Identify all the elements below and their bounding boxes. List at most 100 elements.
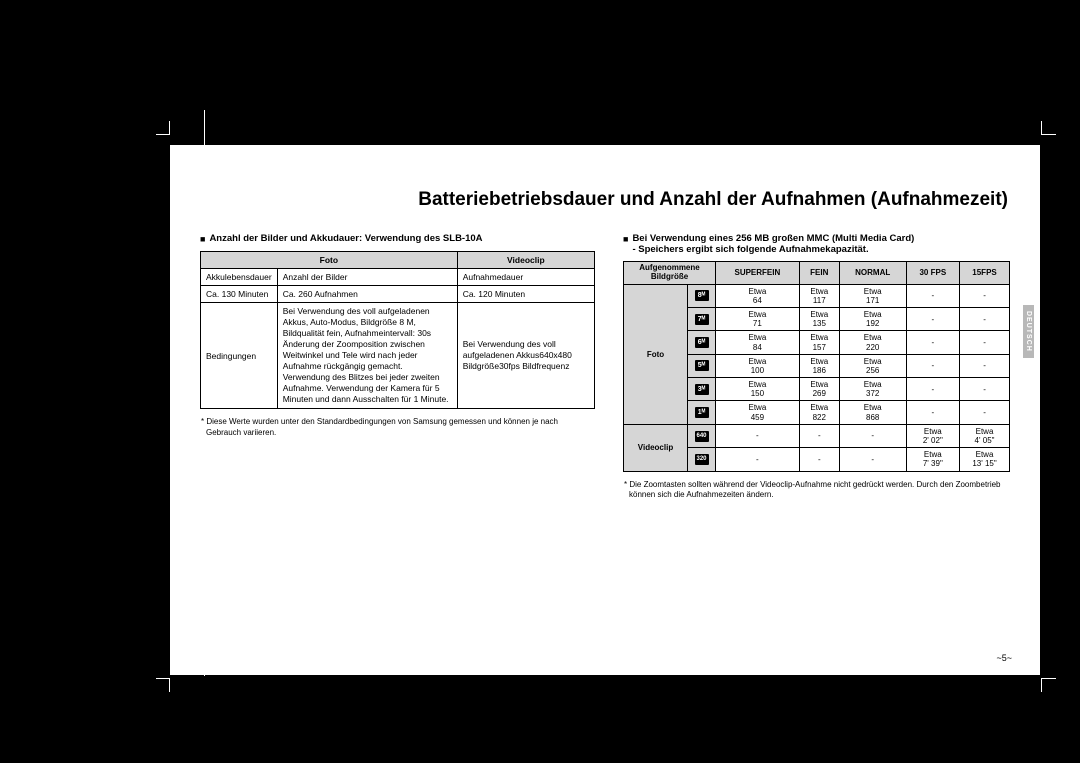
right-column: ■ Bei Verwendung eines 256 MB großen MMC… xyxy=(623,233,1010,500)
cell: Etwa 135 xyxy=(799,307,839,330)
right-footnote: * Die Zoomtasten sollten während der Vid… xyxy=(623,480,1010,501)
left-column: ■ Anzahl der Bilder und Akkudauer: Verwe… xyxy=(200,233,595,500)
bullet-icon: ■ xyxy=(200,233,205,245)
cell: Etwa 171 xyxy=(839,284,906,307)
rowgroup-label: Videoclip xyxy=(624,424,688,471)
manual-page: DEUTSCH Batteriebetriebsdauer und Anzahl… xyxy=(170,145,1040,675)
left-subheading: ■ Anzahl der Bilder und Akkudauer: Verwe… xyxy=(200,233,595,245)
page-number: ~5~ xyxy=(996,653,1012,663)
cell: Etwa 372 xyxy=(839,378,906,401)
size-icon: 3ᴹ xyxy=(695,384,709,395)
capacity-table: Aufgenommene Bildgröße SUPERFEIN FEIN NO… xyxy=(623,261,1010,472)
table-row: Foto8ᴹEtwa 64Etwa 117Etwa 171-- xyxy=(624,284,1010,307)
cell: - xyxy=(716,424,800,447)
cell: - xyxy=(906,401,959,424)
size-icon-cell: 320 xyxy=(688,448,716,471)
page-title: Batteriebetriebsdauer und Anzahl der Auf… xyxy=(200,189,1010,211)
cell: Aufnahmedauer xyxy=(457,269,594,286)
cell: Etwa 220 xyxy=(839,331,906,354)
cell: Etwa 4' 05" xyxy=(960,424,1010,447)
size-icon: 7ᴹ xyxy=(695,314,709,325)
cell: - xyxy=(960,284,1010,307)
header-videoclip: Videoclip xyxy=(457,252,594,269)
cropmark xyxy=(1042,678,1056,679)
cell: - xyxy=(960,307,1010,330)
header-foto: Foto xyxy=(201,252,458,269)
cell: - xyxy=(799,424,839,447)
cell: - xyxy=(799,448,839,471)
cell: Ca. 130 Minuten xyxy=(201,286,278,303)
left-subheading-text: Anzahl der Bilder und Akkudauer: Verwend… xyxy=(209,233,482,244)
cell: Ca. 260 Aufnahmen xyxy=(277,286,457,303)
table-row: Akkulebensdauer Anzahl der Bilder Aufnah… xyxy=(201,269,595,286)
cell: - xyxy=(906,378,959,401)
col-header: 15FPS xyxy=(960,262,1010,285)
language-tab: DEUTSCH xyxy=(1023,305,1034,358)
col-header: NORMAL xyxy=(839,262,906,285)
cell: - xyxy=(906,284,959,307)
cell: Etwa 2' 02" xyxy=(906,424,959,447)
cropmark xyxy=(1041,121,1042,135)
right-subheading-text: Bei Verwendung eines 256 MB großen MMC (… xyxy=(632,233,914,255)
cropmark xyxy=(169,678,170,692)
cell: Akkulebensdauer xyxy=(201,269,278,286)
left-footnote: * Diese Werte wurden unter den Standardb… xyxy=(200,417,595,438)
cell: Anzahl der Bilder xyxy=(277,269,457,286)
cell: Etwa 868 xyxy=(839,401,906,424)
cell: Etwa 64 xyxy=(716,284,800,307)
col-header: FEIN xyxy=(799,262,839,285)
cell: - xyxy=(960,331,1010,354)
cell: Etwa 150 xyxy=(716,378,800,401)
size-icon: 6ᴹ xyxy=(695,337,709,348)
cropmark xyxy=(169,121,170,135)
cell: - xyxy=(839,448,906,471)
table-row: Foto Videoclip xyxy=(201,252,595,269)
cell: Etwa 7' 39" xyxy=(906,448,959,471)
size-icon: 8ᴹ xyxy=(695,290,709,301)
size-icon: 1ᴹ xyxy=(695,407,709,418)
conditions-foto: Bei Verwendung des voll aufgeladenen Akk… xyxy=(277,303,457,409)
rowgroup-label: Foto xyxy=(624,284,688,424)
cell: Etwa 822 xyxy=(799,401,839,424)
cell: Etwa 256 xyxy=(839,354,906,377)
cell: - xyxy=(906,307,959,330)
bullet-icon: ■ xyxy=(623,233,628,245)
cell: Etwa 192 xyxy=(839,307,906,330)
heading-line1: Bei Verwendung eines 256 MB großen MMC (… xyxy=(632,233,914,244)
right-subheading: ■ Bei Verwendung eines 256 MB großen MMC… xyxy=(623,233,1010,255)
table-row: Videoclip640---Etwa 2' 02"Etwa 4' 05" xyxy=(624,424,1010,447)
cropmark xyxy=(1042,134,1056,135)
table-row: Ca. 130 Minuten Ca. 260 Aufnahmen Ca. 12… xyxy=(201,286,595,303)
size-icon-cell: 5ᴹ xyxy=(688,354,716,377)
size-icon-cell: 1ᴹ xyxy=(688,401,716,424)
cell: Etwa 100 xyxy=(716,354,800,377)
size-icon-cell: 6ᴹ xyxy=(688,331,716,354)
cell: Etwa 269 xyxy=(799,378,839,401)
cell: Etwa 186 xyxy=(799,354,839,377)
cell: - xyxy=(839,424,906,447)
cell: - xyxy=(960,354,1010,377)
cell: Etwa 71 xyxy=(716,307,800,330)
battery-table: Foto Videoclip Akkulebensdauer Anzahl de… xyxy=(200,251,595,409)
col-header: SUPERFEIN xyxy=(716,262,800,285)
size-icon-cell: 7ᴹ xyxy=(688,307,716,330)
heading-line2: - Speichers ergibt sich folgende Aufnahm… xyxy=(632,244,868,255)
cropmark xyxy=(1041,678,1042,692)
cropmark xyxy=(156,678,170,679)
col-header: 30 FPS xyxy=(906,262,959,285)
cell: Etwa 459 xyxy=(716,401,800,424)
cell: Etwa 13' 15" xyxy=(960,448,1010,471)
table-row: Aufgenommene Bildgröße SUPERFEIN FEIN NO… xyxy=(624,262,1010,285)
conditions-video: Bei Verwendung des voll aufgeladenen Akk… xyxy=(457,303,594,409)
size-icon: 320 xyxy=(695,454,709,465)
col-header: Aufgenommene Bildgröße xyxy=(624,262,716,285)
size-icon-cell: 8ᴹ xyxy=(688,284,716,307)
size-icon-cell: 3ᴹ xyxy=(688,378,716,401)
size-icon: 5ᴹ xyxy=(695,360,709,371)
cropmark xyxy=(156,134,170,135)
cell: - xyxy=(716,448,800,471)
size-icon: 640 xyxy=(695,431,709,442)
table-row: Bedingungen Bei Verwendung des voll aufg… xyxy=(201,303,595,409)
cell: Ca. 120 Minuten xyxy=(457,286,594,303)
content-columns: ■ Anzahl der Bilder und Akkudauer: Verwe… xyxy=(200,233,1010,500)
